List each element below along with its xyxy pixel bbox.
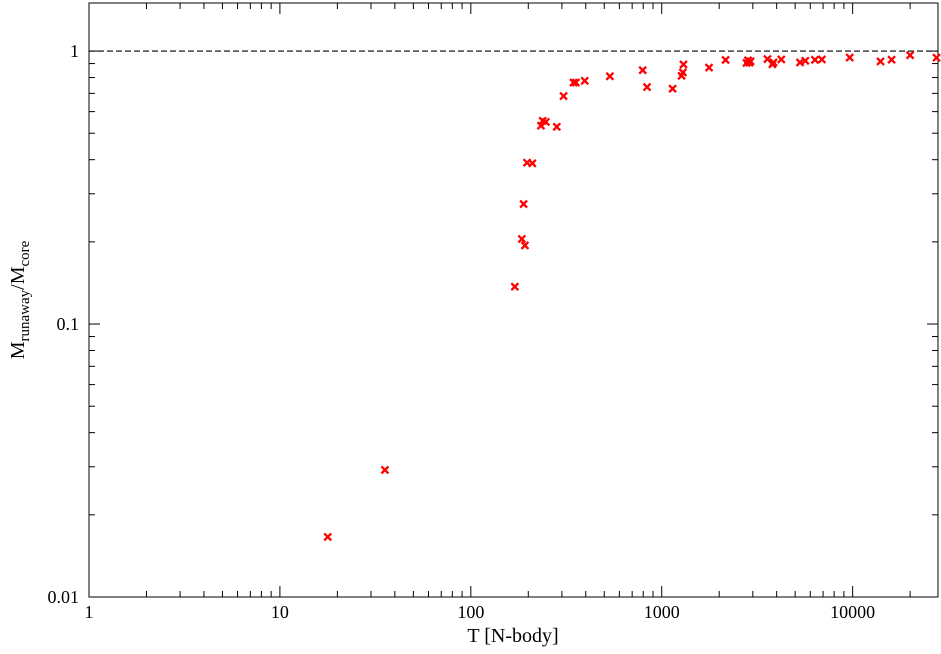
y-axis-label-sub2: core	[17, 240, 33, 266]
data-point	[580, 76, 590, 86]
x-tick-label: 100	[457, 602, 484, 622]
data-point	[605, 72, 615, 81]
y-tick-label: 0.1	[57, 314, 80, 334]
x-tick-label: 1000	[644, 602, 680, 622]
x-tick-label: 1	[85, 602, 94, 622]
y-tick-label: 0.01	[48, 587, 80, 607]
y-tick-label: 1	[70, 41, 79, 61]
y-axis-label-main: M	[7, 341, 29, 359]
data-point	[721, 55, 730, 65]
data-point	[932, 53, 941, 62]
minor-ticks	[89, 3, 938, 597]
data-point	[569, 78, 578, 87]
data-point	[810, 55, 820, 65]
data-point	[876, 57, 885, 66]
data-point	[552, 122, 562, 132]
data-point	[541, 117, 551, 127]
data-point	[520, 241, 530, 250]
x-tick-labels: 1 10 100 1000 10000	[85, 602, 876, 622]
y-axis-label: Mrunaway/Mcore	[7, 240, 33, 359]
data-points	[323, 50, 941, 542]
plot-frame	[88, 2, 939, 598]
data-point	[845, 53, 854, 62]
data-point	[380, 465, 390, 475]
y-axis-label-sub1: runaway	[17, 289, 33, 341]
data-point	[800, 56, 810, 66]
x-tick-label: 10000	[830, 602, 875, 622]
major-ticks	[88, 3, 938, 598]
data-point	[746, 57, 755, 66]
data-point	[519, 199, 528, 209]
data-point	[905, 50, 915, 60]
data-point	[678, 68, 688, 77]
y-tick-labels: 0.01 0.1 1	[48, 41, 80, 607]
data-point	[668, 84, 677, 94]
x-axis-label: T [N-body]	[467, 625, 558, 647]
data-point	[679, 60, 688, 69]
data-point	[638, 65, 648, 75]
data-point	[559, 91, 568, 101]
data-point	[510, 282, 520, 292]
data-point	[887, 55, 896, 64]
data-point	[704, 63, 714, 72]
data-point	[642, 82, 652, 92]
x-tick-label: 10	[271, 602, 289, 622]
data-point	[769, 58, 778, 67]
y-axis-label-slash: /M	[7, 266, 29, 290]
data-point	[817, 55, 827, 64]
data-point	[528, 158, 537, 168]
data-point	[517, 234, 527, 244]
data-point	[323, 532, 333, 542]
data-point	[776, 55, 786, 64]
data-point	[571, 78, 581, 87]
